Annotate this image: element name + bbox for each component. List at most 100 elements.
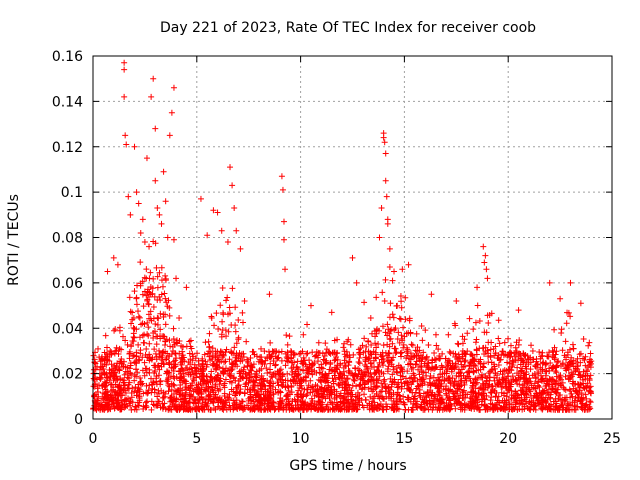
data-point <box>444 360 451 367</box>
data-point <box>322 340 329 347</box>
data-point <box>488 310 495 317</box>
data-point <box>185 359 192 366</box>
data-point <box>386 263 393 270</box>
data-point <box>133 189 140 196</box>
data-point <box>396 315 403 322</box>
data-point <box>322 395 329 402</box>
data-point <box>160 168 167 175</box>
data-point <box>418 368 425 375</box>
data-point <box>573 359 580 366</box>
data-point <box>369 330 376 337</box>
data-point <box>162 321 169 328</box>
data-point <box>153 341 160 348</box>
data-point <box>284 355 291 362</box>
data-point <box>214 385 221 392</box>
data-point <box>217 348 224 355</box>
data-point <box>492 350 499 357</box>
data-point <box>490 345 497 352</box>
data-point <box>208 374 215 381</box>
data-point <box>393 381 400 388</box>
data-point <box>455 366 462 373</box>
data-point <box>506 360 513 367</box>
data-point <box>374 377 381 384</box>
data-point <box>143 292 150 299</box>
data-point <box>334 349 341 356</box>
data-point <box>121 66 128 73</box>
data-point <box>154 333 161 340</box>
data-point <box>275 354 282 361</box>
data-point <box>422 327 429 334</box>
data-point <box>397 293 404 300</box>
data-point <box>104 357 111 364</box>
data-point <box>97 376 104 383</box>
data-point <box>442 355 449 362</box>
x-tick-label: 10 <box>292 431 310 447</box>
data-point <box>578 404 585 411</box>
data-point <box>280 236 287 243</box>
data-point <box>201 351 208 358</box>
data-point <box>476 317 483 324</box>
data-point <box>349 371 356 378</box>
data-point <box>372 340 379 347</box>
data-point <box>128 390 135 397</box>
data-point <box>516 350 523 357</box>
data-point <box>468 404 475 411</box>
data-point <box>207 357 214 364</box>
data-point <box>551 344 558 351</box>
data-point <box>133 373 140 380</box>
data-point <box>443 383 450 390</box>
data-point <box>285 387 292 394</box>
data-point <box>223 333 230 340</box>
data-point <box>365 338 372 345</box>
data-point <box>409 406 416 413</box>
data-point <box>344 352 351 359</box>
data-point <box>159 283 166 290</box>
data-point <box>376 373 383 380</box>
data-point <box>293 364 300 371</box>
data-point <box>258 345 265 352</box>
data-point <box>442 363 449 370</box>
data-point <box>322 360 329 367</box>
data-point <box>231 374 237 381</box>
data-point <box>318 394 325 401</box>
data-point <box>208 315 215 322</box>
data-point <box>358 369 365 376</box>
data-point <box>288 383 295 390</box>
data-point <box>373 404 380 411</box>
data-point <box>176 338 183 345</box>
data-point <box>424 400 431 407</box>
data-point <box>384 220 391 227</box>
data-point <box>163 356 170 363</box>
data-point <box>556 392 563 399</box>
data-point <box>327 350 334 357</box>
data-point <box>577 397 584 404</box>
data-point <box>253 374 260 381</box>
data-point <box>199 355 206 362</box>
data-point <box>528 342 535 349</box>
data-point <box>122 390 129 397</box>
data-point <box>331 372 338 379</box>
data-point <box>204 403 211 410</box>
data-point <box>550 351 557 358</box>
data-point <box>341 348 348 355</box>
data-point <box>355 359 362 366</box>
data-point <box>247 397 254 404</box>
data-point <box>133 392 140 399</box>
data-point <box>164 234 171 241</box>
data-point <box>400 344 407 351</box>
data-point <box>546 375 553 382</box>
data-point <box>353 383 360 390</box>
data-point <box>269 374 276 381</box>
data-point <box>101 349 108 356</box>
data-point <box>431 356 438 363</box>
data-point <box>152 362 159 369</box>
data-point <box>202 358 209 365</box>
data-point <box>114 360 121 367</box>
data-point <box>300 400 307 407</box>
data-point <box>282 350 289 357</box>
data-point <box>165 374 172 381</box>
data-point <box>386 336 393 343</box>
data-point <box>553 389 560 396</box>
data-point <box>385 357 392 364</box>
data-point <box>345 362 352 369</box>
